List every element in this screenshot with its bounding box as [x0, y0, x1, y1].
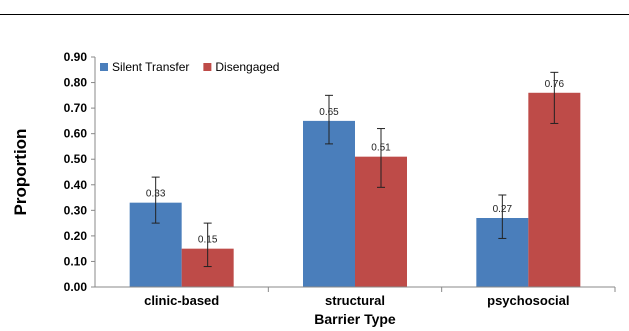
legend: Silent Transfer Disengaged	[100, 60, 279, 74]
y-tick-label: 0.30	[64, 203, 88, 217]
data-label: 0.33	[146, 189, 166, 200]
data-label: 0.65	[319, 107, 339, 118]
x-axis-categories: clinic-based structural psychosocial	[144, 287, 616, 308]
x-category-label: clinic-based	[144, 293, 219, 308]
y-tick-label: 0.50	[64, 152, 88, 166]
data-label: 0.51	[371, 143, 391, 154]
bar	[303, 120, 355, 287]
y-tick-label: 0.90	[64, 50, 88, 64]
legend-label: Silent Transfer	[112, 60, 189, 74]
y-tick-label: 0.70	[64, 101, 88, 115]
legend-label: Disengaged	[215, 60, 279, 74]
error-bars	[151, 71, 559, 268]
legend-swatch	[100, 63, 108, 71]
x-axis-title: Barrier Type	[314, 311, 396, 327]
bars	[129, 92, 581, 288]
y-tick-label: 0.80	[64, 76, 88, 90]
y-tick-label: 0.10	[64, 254, 88, 268]
x-category-label: psychosocial	[487, 293, 569, 308]
data-labels: 0.33 0.15 0.65 0.51 0.27 0.76	[146, 79, 565, 246]
legend-swatch	[203, 63, 212, 71]
data-label: 0.27	[493, 204, 513, 215]
y-tick-label: 0.20	[64, 229, 88, 243]
y-axis-ticks: 0.00 0.10 0.20 0.30 0.40 0.50 0.60 0.70 0.80 0.90	[64, 50, 95, 294]
x-category-label: structural	[325, 293, 385, 308]
y-axis-title: Proportion	[11, 129, 30, 216]
y-tick-label: 0.60	[64, 127, 88, 141]
y-tick-label: 0.00	[64, 280, 88, 294]
data-label: 0.76	[545, 79, 565, 90]
y-tick-label: 0.40	[64, 178, 88, 192]
data-label: 0.15	[198, 235, 218, 246]
top-rule	[0, 14, 629, 15]
bar	[528, 92, 581, 288]
